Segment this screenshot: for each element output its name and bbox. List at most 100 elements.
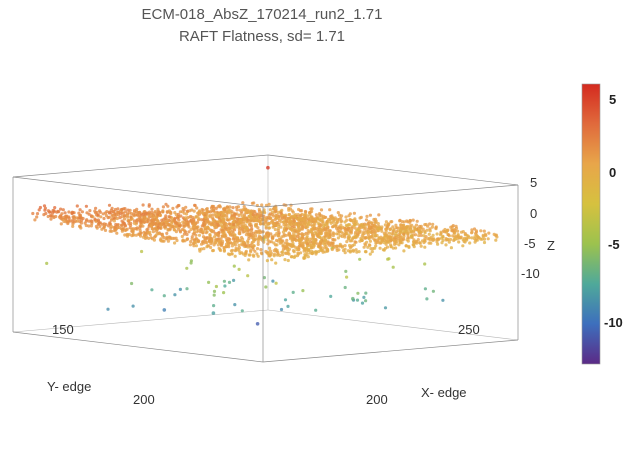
data-point <box>252 201 256 205</box>
data-point <box>316 234 320 238</box>
data-point <box>152 215 156 219</box>
data-point <box>351 248 355 252</box>
data-point <box>314 308 318 312</box>
data-point <box>164 214 168 218</box>
data-point <box>292 231 296 236</box>
data-point <box>61 208 65 212</box>
data-point <box>147 203 151 207</box>
data-point <box>110 206 114 210</box>
data-point <box>402 249 406 253</box>
data-point <box>185 287 189 291</box>
data-point <box>418 224 422 229</box>
data-point <box>214 214 218 219</box>
data-point <box>107 224 111 228</box>
data-point <box>113 207 117 212</box>
data-point <box>205 210 209 214</box>
data-point <box>294 238 298 243</box>
data-point <box>195 206 199 210</box>
data-point <box>279 225 283 229</box>
data-point <box>291 249 296 253</box>
data-point <box>204 231 208 235</box>
data-point <box>164 220 168 224</box>
data-point <box>225 215 229 219</box>
data-point <box>67 216 71 220</box>
data-point <box>347 235 352 239</box>
data-point <box>286 304 290 308</box>
data-point <box>383 306 388 310</box>
data-point <box>214 284 218 289</box>
data-point <box>427 241 431 245</box>
data-point <box>270 258 274 262</box>
data-point <box>243 215 247 219</box>
data-point <box>45 261 49 265</box>
data-point <box>309 215 313 219</box>
data-point <box>233 254 237 258</box>
data-point <box>258 235 262 239</box>
data-point <box>129 221 133 225</box>
data-point <box>364 218 369 222</box>
data-point <box>376 222 380 226</box>
data-point <box>170 216 174 220</box>
data-point <box>161 205 165 209</box>
data-point <box>186 222 190 226</box>
data-point <box>302 223 306 227</box>
data-point <box>356 228 360 232</box>
data-point <box>231 237 236 241</box>
data-point <box>283 245 287 249</box>
data-point <box>241 227 245 231</box>
data-point <box>181 206 185 211</box>
z-axis-label: Z <box>547 238 555 253</box>
data-point <box>350 239 354 243</box>
data-point <box>184 212 189 216</box>
data-point <box>282 220 286 224</box>
data-point <box>178 287 182 291</box>
data-point <box>209 210 213 214</box>
data-point <box>274 281 278 285</box>
data-point <box>89 219 93 223</box>
data-point <box>279 220 283 224</box>
data-point <box>436 242 440 246</box>
data-point <box>266 222 271 226</box>
data-point <box>266 165 270 170</box>
data-point <box>171 224 175 228</box>
data-point <box>210 239 214 243</box>
data-point <box>320 229 324 233</box>
data-point <box>211 219 215 223</box>
data-point <box>284 251 288 256</box>
data-point <box>481 234 485 239</box>
data-point <box>283 298 288 302</box>
data-point <box>278 253 282 258</box>
data-point <box>461 230 465 234</box>
data-point <box>280 217 284 221</box>
data-point <box>319 245 323 249</box>
data-point <box>270 210 275 214</box>
data-point <box>189 240 193 244</box>
data-point <box>360 301 365 305</box>
data-point <box>291 234 295 238</box>
data-point <box>57 215 62 219</box>
data-point <box>242 205 246 209</box>
colorbar-tick-0: 0 <box>609 165 616 180</box>
data-point <box>281 253 285 257</box>
data-point <box>304 231 308 235</box>
data-point <box>283 241 287 245</box>
data-point <box>419 244 423 248</box>
data-point <box>298 243 302 248</box>
data-point <box>356 291 360 295</box>
data-point <box>103 228 108 232</box>
data-point <box>398 241 402 245</box>
data-point <box>173 228 177 232</box>
data-point <box>241 240 245 244</box>
data-point <box>175 216 180 220</box>
data-point <box>212 289 217 293</box>
data-point <box>309 207 313 211</box>
data-point <box>423 287 427 291</box>
data-point <box>326 241 330 245</box>
data-point <box>326 236 331 240</box>
data-point <box>136 218 140 222</box>
data-point <box>287 231 291 235</box>
data-point <box>318 225 322 229</box>
data-point <box>59 207 63 211</box>
data-point <box>325 223 329 227</box>
data-point <box>391 225 395 229</box>
